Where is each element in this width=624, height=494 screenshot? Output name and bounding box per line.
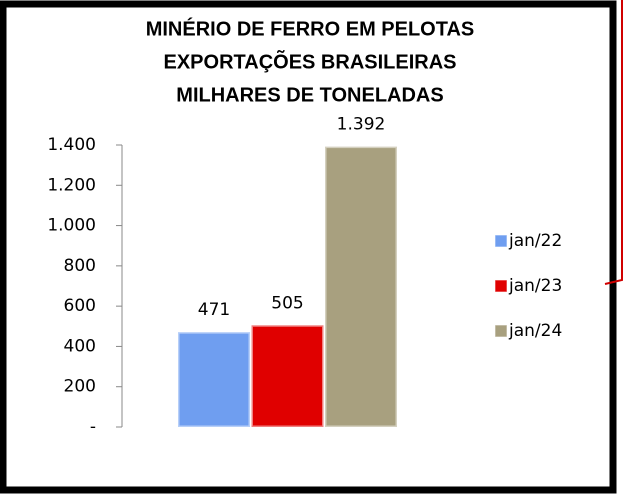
y-tick-label: 1.000: [47, 216, 96, 236]
bar: [250, 323, 325, 429]
y-tick-label: 1.400: [47, 135, 96, 155]
y-tick-label: 1.200: [47, 175, 96, 195]
bar: [176, 330, 252, 429]
value-label: 505: [271, 293, 303, 313]
connector-line: [604, 0, 623, 285]
legend-swatch: [494, 279, 508, 293]
chart-title: MILHARES DE TONELADAS: [176, 84, 443, 106]
value-label: 1.392: [337, 115, 386, 135]
legend-swatch: [494, 324, 508, 338]
legend-label: jan/24: [508, 321, 562, 341]
chart-title: EXPORTAÇÕES BRASILEIRAS: [164, 49, 457, 73]
legend-label: jan/23: [508, 276, 562, 296]
value-label: 471: [198, 300, 230, 320]
chart-title: MINÉRIO DE FERRO EM PELOTAS: [146, 17, 475, 40]
y-tick-label: -: [90, 417, 96, 437]
y-tick-label: 800: [64, 256, 96, 276]
y-tick-label: 400: [64, 336, 96, 356]
legend-swatch: [494, 234, 508, 248]
legend-label: jan/22: [508, 231, 562, 251]
bar: [323, 145, 399, 429]
y-tick-label: 600: [64, 296, 96, 316]
y-tick-label: 200: [64, 377, 96, 397]
